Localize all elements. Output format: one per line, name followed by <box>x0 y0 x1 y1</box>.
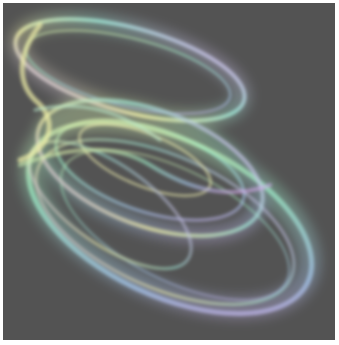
flame <box>9 12 321 319</box>
page <box>3 3 335 340</box>
strand-layer <box>13 17 315 317</box>
fractal-image <box>3 3 335 340</box>
